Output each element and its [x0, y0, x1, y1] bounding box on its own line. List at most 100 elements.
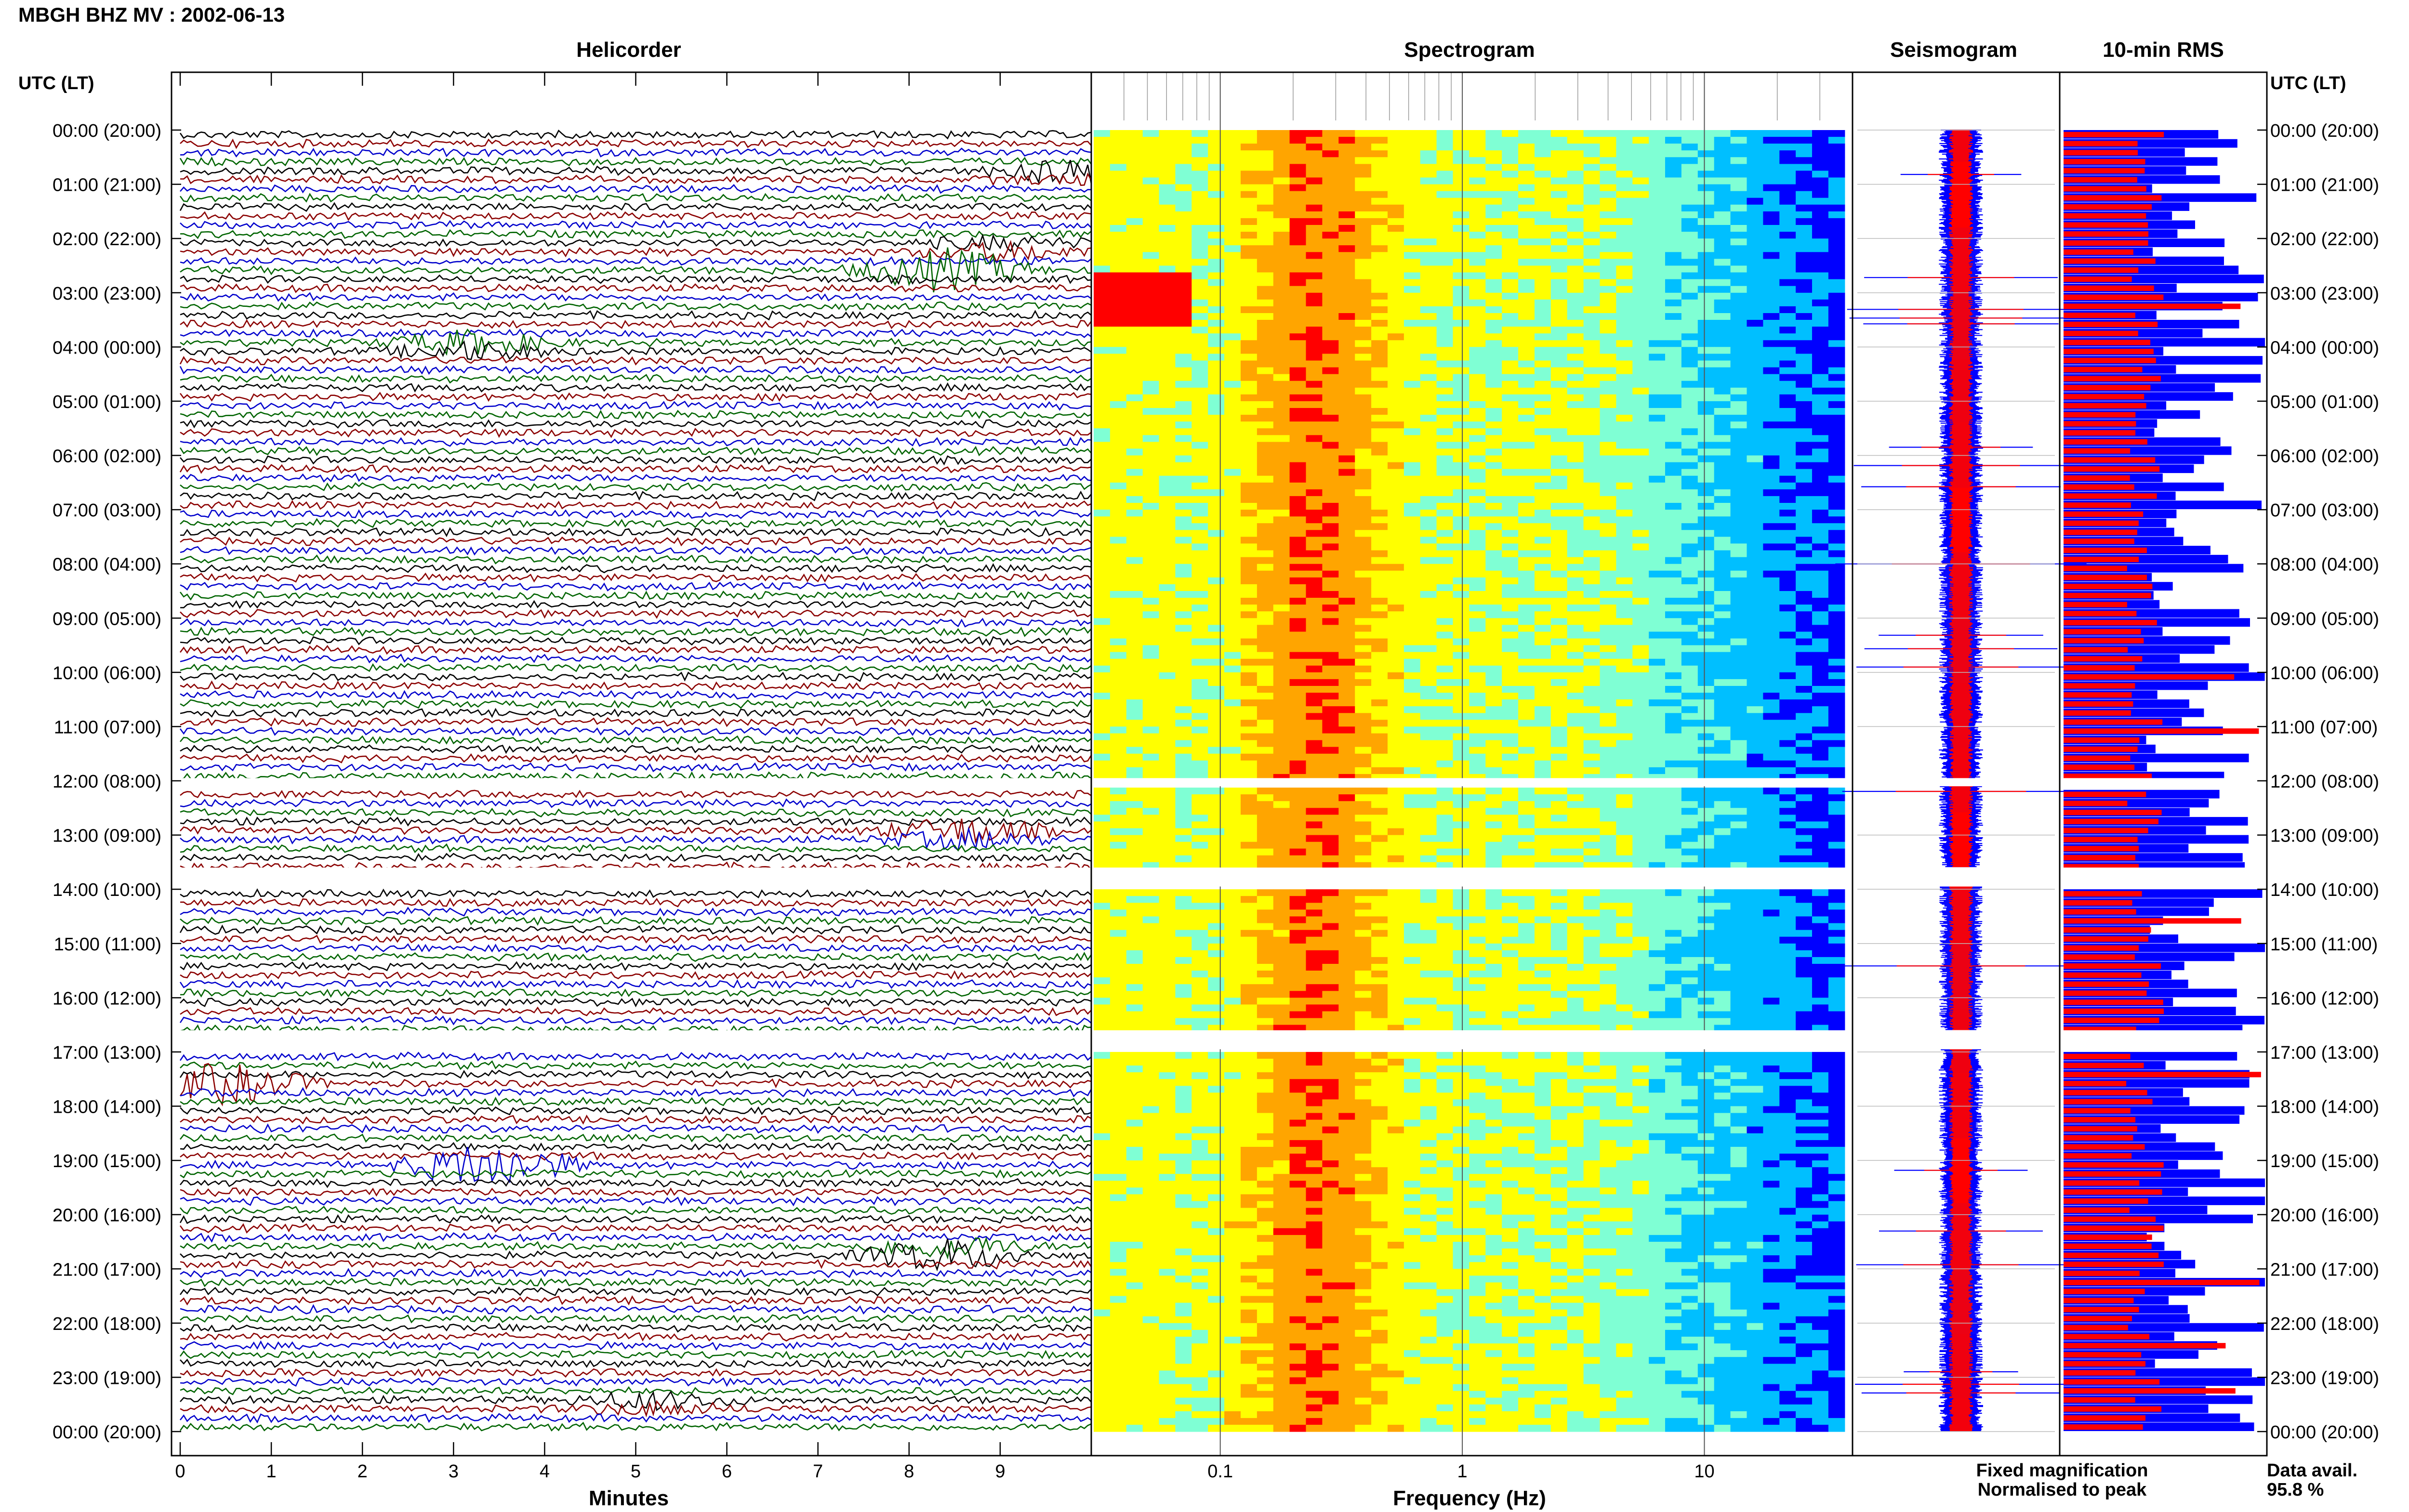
spectrogram-cell: [1665, 828, 1682, 836]
spectrogram-cell: [1110, 720, 1127, 727]
spectrogram-cell: [1600, 333, 1616, 341]
spectrogram-cell: [1338, 523, 1355, 530]
spectrogram-cell: [1126, 475, 1143, 483]
spectrogram-cell: [1224, 815, 1241, 822]
spectrogram-cell: [1110, 327, 1127, 334]
spectrogram-cell: [1142, 184, 1160, 192]
spectrogram-cell: [1208, 516, 1225, 524]
spectrogram-cell: [1191, 537, 1208, 544]
spectrogram-cell: [1535, 489, 1551, 497]
spectrogram-cell: [1388, 645, 1404, 653]
spectrogram-cell: [1730, 218, 1747, 225]
spectrogram-cell: [1436, 489, 1454, 497]
spectrogram-cell: [1208, 313, 1225, 320]
spectrogram-cell: [1355, 225, 1372, 232]
spectrogram-cell: [1388, 442, 1404, 449]
spectrogram-cell: [1175, 740, 1192, 748]
spectrogram-cell: [1763, 469, 1780, 476]
helicorder-trace: [180, 753, 1092, 763]
spectrogram-cell: [1469, 631, 1486, 639]
spectrogram-cell: [1469, 354, 1486, 361]
spectrogram-cell: [1191, 381, 1208, 388]
spectrogram-cell: [1388, 631, 1404, 639]
spectrogram-cell: [1403, 442, 1421, 449]
spectrogram-cell: [1175, 489, 1192, 497]
spectrogram-cell: [1616, 510, 1633, 517]
spectrogram-cell: [1779, 686, 1796, 693]
spectrogram-cell: [1306, 171, 1323, 178]
spectrogram-cell: [1632, 733, 1649, 741]
spectrogram-cell: [1388, 665, 1404, 673]
spectrogram-cell: [1322, 828, 1339, 836]
spectrogram-cell: [1436, 726, 1454, 734]
spectrogram-cell: [1681, 788, 1698, 795]
spectrogram-cell: [1714, 177, 1731, 185]
spectrogram-cell: [1191, 693, 1208, 700]
spectrogram-cell: [1142, 435, 1160, 442]
spectrogram-cell: [1257, 726, 1274, 734]
spectrogram-cell: [1796, 448, 1813, 456]
helicorder-trace: [180, 663, 1092, 673]
spectrogram-cell: [1241, 306, 1257, 314]
spectrogram-cell: [1388, 550, 1404, 558]
spectrogram-cell: [1322, 381, 1339, 388]
spectrogram-cell: [1796, 740, 1813, 748]
spectrogram-cell: [1681, 144, 1698, 151]
spectrogram-cell: [1338, 225, 1355, 232]
spectrogram-cell: [1191, 387, 1208, 395]
spectrogram-cell: [1289, 570, 1307, 578]
spectrogram-cell: [1094, 672, 1111, 680]
spectrogram-cell: [1208, 550, 1225, 558]
spectrogram-cell: [1208, 327, 1225, 334]
spectrogram-cell: [1306, 157, 1323, 164]
helicorder-trace: [180, 518, 1092, 528]
spectrogram-cell: [1453, 564, 1469, 571]
spectrogram-cell: [1257, 299, 1274, 307]
row-label-left: 20:00 (16:00): [53, 1206, 161, 1226]
spectrogram-cell: [1273, 469, 1290, 476]
spectrogram-cell: [1159, 347, 1176, 354]
spectrogram-cell: [1828, 706, 1845, 713]
spectrogram-cell: [1371, 333, 1388, 341]
spectrogram-cell: [1142, 550, 1160, 558]
spectrogram-cell: [1289, 625, 1307, 632]
spectrogram-cell: [1502, 130, 1519, 137]
spectrogram-cell: [1338, 340, 1355, 347]
spectrogram-cell: [1420, 347, 1437, 354]
spectrogram-cell: [1322, 726, 1339, 734]
spectrogram-cell: [1796, 360, 1813, 368]
spectrogram-cell: [1502, 354, 1519, 361]
spectrogram-cell: [1714, 706, 1731, 713]
spectrogram-cell: [1616, 686, 1633, 693]
spectrogram-cell: [1094, 428, 1111, 435]
spectrogram-cell: [1371, 347, 1388, 354]
spectrogram-cell: [1681, 753, 1698, 761]
spectrogram-cell: [1241, 428, 1257, 435]
spectrogram-cell: [1403, 496, 1421, 503]
spectrogram-cell: [1796, 645, 1813, 653]
spectrogram-cell: [1159, 841, 1176, 849]
spectrogram-cell: [1828, 767, 1845, 775]
spectrogram-cell: [1338, 150, 1355, 158]
spectrogram-cell: [1469, 550, 1486, 558]
spectrogram-cell: [1094, 292, 1111, 300]
spectrogram-cell: [1355, 272, 1372, 280]
row-label-left: 22:00 (18:00): [53, 1314, 161, 1334]
spectrogram-cell: [1485, 428, 1502, 435]
spectrogram-cell: [1796, 720, 1813, 727]
spectrogram-cell: [1355, 245, 1372, 252]
spectrogram-cell: [1502, 564, 1519, 571]
spectrogram-cell: [1208, 564, 1225, 571]
helicorder-title: Helicorder: [576, 38, 681, 62]
spectrogram-cell: [1224, 503, 1241, 510]
spectrogram-cell: [1224, 137, 1241, 144]
spectrogram-cell: [1779, 381, 1796, 388]
spectrogram-cell: [1126, 841, 1143, 849]
spectrogram-cell: [1632, 191, 1649, 198]
spectrogram-cell: [1730, 286, 1747, 293]
spectrogram-cell: [1550, 367, 1568, 375]
spectrogram-cell: [1485, 455, 1502, 463]
spectrogram-cell: [1191, 605, 1208, 612]
spectrogram-cell: [1208, 760, 1225, 768]
spectrogram-cell: [1632, 177, 1649, 185]
